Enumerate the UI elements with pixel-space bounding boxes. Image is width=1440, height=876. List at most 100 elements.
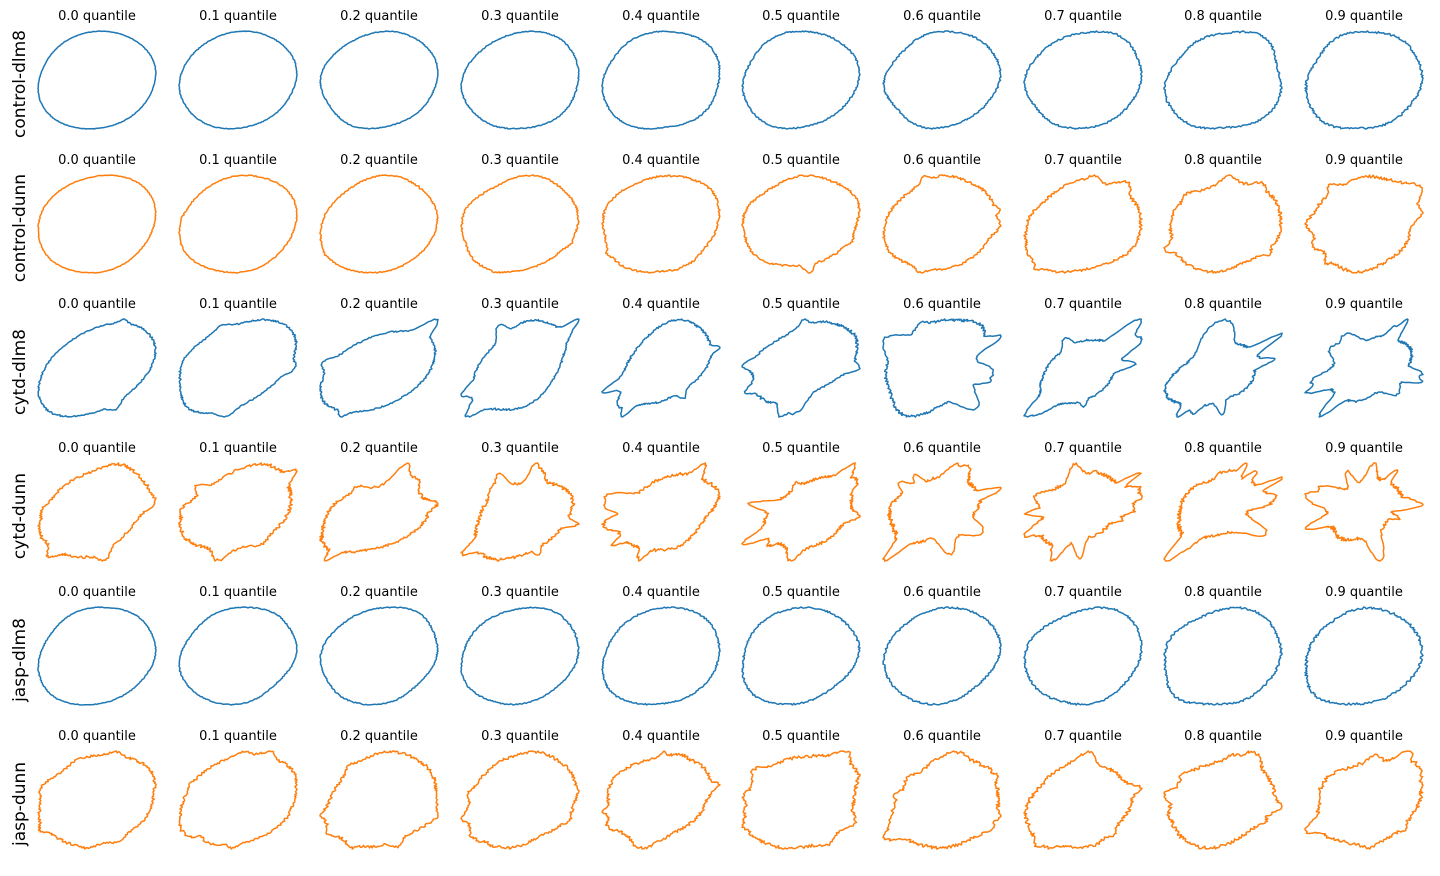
quantile-title: 0.3 quantile <box>481 585 559 600</box>
cell-outline-control-dlm8-q0 <box>37 30 157 130</box>
cell-outline-path <box>1304 318 1424 418</box>
cell-outline-cytd-dlm8-q6 <box>882 318 1002 418</box>
cell-outline-cytd-dunn-q3 <box>460 462 580 562</box>
cell-outline-path <box>460 318 580 418</box>
cell-outline-path <box>37 30 157 130</box>
cell-outline-jasp-dunn-q5 <box>741 750 861 850</box>
cell-outline-control-dlm8-q9 <box>1304 30 1424 130</box>
cell-outline-cytd-dlm8-q8 <box>1163 318 1283 418</box>
cell-outline-jasp-dunn-q3 <box>460 750 580 850</box>
cell-outline-path <box>1304 606 1424 706</box>
quantile-title: 0.3 quantile <box>481 9 559 24</box>
cell-outline-path <box>1163 174 1283 274</box>
cell-outline-cytd-dunn-q9 <box>1304 462 1424 562</box>
cell-outline-control-dunn-q3 <box>460 174 580 274</box>
cell-outline-jasp-dunn-q4 <box>601 750 721 850</box>
cell-outline-cytd-dunn-q1 <box>178 462 298 562</box>
cell-outline-path <box>882 606 1002 706</box>
cell-outline-path <box>178 318 298 418</box>
quantile-title: 0.7 quantile <box>1044 297 1122 312</box>
quantile-title: 0.8 quantile <box>1184 297 1262 312</box>
quantile-title: 0.7 quantile <box>1044 441 1122 456</box>
quantile-title: 0.5 quantile <box>762 153 840 168</box>
row-label-cytd-dunn: cytd-dunn <box>2 444 38 588</box>
cell-outline-path <box>178 30 298 130</box>
cell-outline-cytd-dlm8-q3 <box>460 318 580 418</box>
cell-outline-control-dlm8-q6 <box>882 30 1002 130</box>
cell-outline-control-dunn-q0 <box>37 174 157 274</box>
cell-outline-path <box>1023 606 1143 706</box>
cell-outline-jasp-dlm8-q9 <box>1304 606 1424 706</box>
row-label-text: jasp-dunn <box>10 761 31 847</box>
quantile-title: 0.1 quantile <box>199 585 277 600</box>
cell-outline-jasp-dlm8-q6 <box>882 606 1002 706</box>
cell-outline-jasp-dlm8-q2 <box>319 606 439 706</box>
cell-outline-control-dlm8-q3 <box>460 30 580 130</box>
quantile-title: 0.4 quantile <box>622 729 700 744</box>
quantile-title: 0.4 quantile <box>622 9 700 24</box>
cell-outline-control-dunn-q7 <box>1023 174 1143 274</box>
cell-outline-control-dunn-q5 <box>741 174 861 274</box>
cell-outline-path <box>460 606 580 706</box>
quantile-title: 0.3 quantile <box>481 297 559 312</box>
quantile-title: 0.6 quantile <box>903 729 981 744</box>
quantile-title: 0.3 quantile <box>481 153 559 168</box>
cell-outline-control-dunn-q9 <box>1304 174 1424 274</box>
cell-outline-jasp-dlm8-q7 <box>1023 606 1143 706</box>
cell-outline-control-dlm8-q5 <box>741 30 861 130</box>
quantile-title: 0.9 quantile <box>1325 585 1403 600</box>
quantile-title: 0.6 quantile <box>903 585 981 600</box>
cell-outline-path <box>741 606 861 706</box>
quantile-title: 0.4 quantile <box>622 441 700 456</box>
cell-outline-cytd-dlm8-q7 <box>1023 318 1143 418</box>
cell-outline-path <box>37 174 157 274</box>
quantile-title: 0.8 quantile <box>1184 585 1262 600</box>
quantile-title: 0.9 quantile <box>1325 729 1403 744</box>
cell-outline-path <box>37 606 157 706</box>
quantile-title: 0.4 quantile <box>622 297 700 312</box>
cell-outline-cytd-dlm8-q4 <box>601 318 721 418</box>
cell-outline-path <box>319 318 439 418</box>
row-label-text: cytd-dunn <box>10 472 30 560</box>
cell-outline-jasp-dlm8-q5 <box>741 606 861 706</box>
cell-outline-control-dunn-q1 <box>178 174 298 274</box>
quantile-title: 0.8 quantile <box>1184 441 1262 456</box>
cell-outline-path <box>37 318 157 418</box>
quantile-title: 0.8 quantile <box>1184 153 1262 168</box>
quantile-title: 0.0 quantile <box>58 9 136 24</box>
quantile-title: 0.8 quantile <box>1184 729 1262 744</box>
cell-outline-path <box>37 462 157 562</box>
cell-outline-cytd-dunn-q2 <box>319 462 439 562</box>
cell-outline-cytd-dunn-q5 <box>741 462 861 562</box>
cell-outline-path <box>178 462 298 562</box>
cell-outline-path <box>178 750 298 850</box>
cell-outline-jasp-dlm8-q4 <box>601 606 721 706</box>
quantile-title: 0.2 quantile <box>340 441 418 456</box>
cell-outline-control-dunn-q2 <box>319 174 439 274</box>
quantile-title: 0.1 quantile <box>199 153 277 168</box>
cell-outline-path <box>741 462 861 562</box>
cell-outline-path <box>178 606 298 706</box>
quantile-title: 0.8 quantile <box>1184 9 1262 24</box>
row-label-text: jasp-dlm8 <box>10 618 31 702</box>
cell-outline-control-dunn-q8 <box>1163 174 1283 274</box>
cell-outline-path <box>601 750 721 850</box>
quantile-title: 0.6 quantile <box>903 9 981 24</box>
cell-outline-control-dunn-q6 <box>882 174 1002 274</box>
cell-outline-path <box>882 318 1002 418</box>
cell-outline-path <box>1163 606 1283 706</box>
cell-outline-jasp-dunn-q6 <box>882 750 1002 850</box>
quantile-title: 0.2 quantile <box>340 297 418 312</box>
cell-outline-path <box>1023 318 1143 418</box>
row-label-jasp-dunn: jasp-dunn <box>2 732 38 876</box>
cell-outline-cytd-dunn-q6 <box>882 462 1002 562</box>
quantile-title: 0.2 quantile <box>340 729 418 744</box>
cell-outline-path <box>1163 750 1283 850</box>
quantile-title: 0.5 quantile <box>762 297 840 312</box>
cell-outline-path <box>1163 318 1283 418</box>
quantile-title: 0.5 quantile <box>762 9 840 24</box>
cell-outline-path <box>882 750 1002 850</box>
quantile-title: 0.5 quantile <box>762 585 840 600</box>
quantile-title: 0.9 quantile <box>1325 441 1403 456</box>
cell-outline-path <box>319 750 439 850</box>
